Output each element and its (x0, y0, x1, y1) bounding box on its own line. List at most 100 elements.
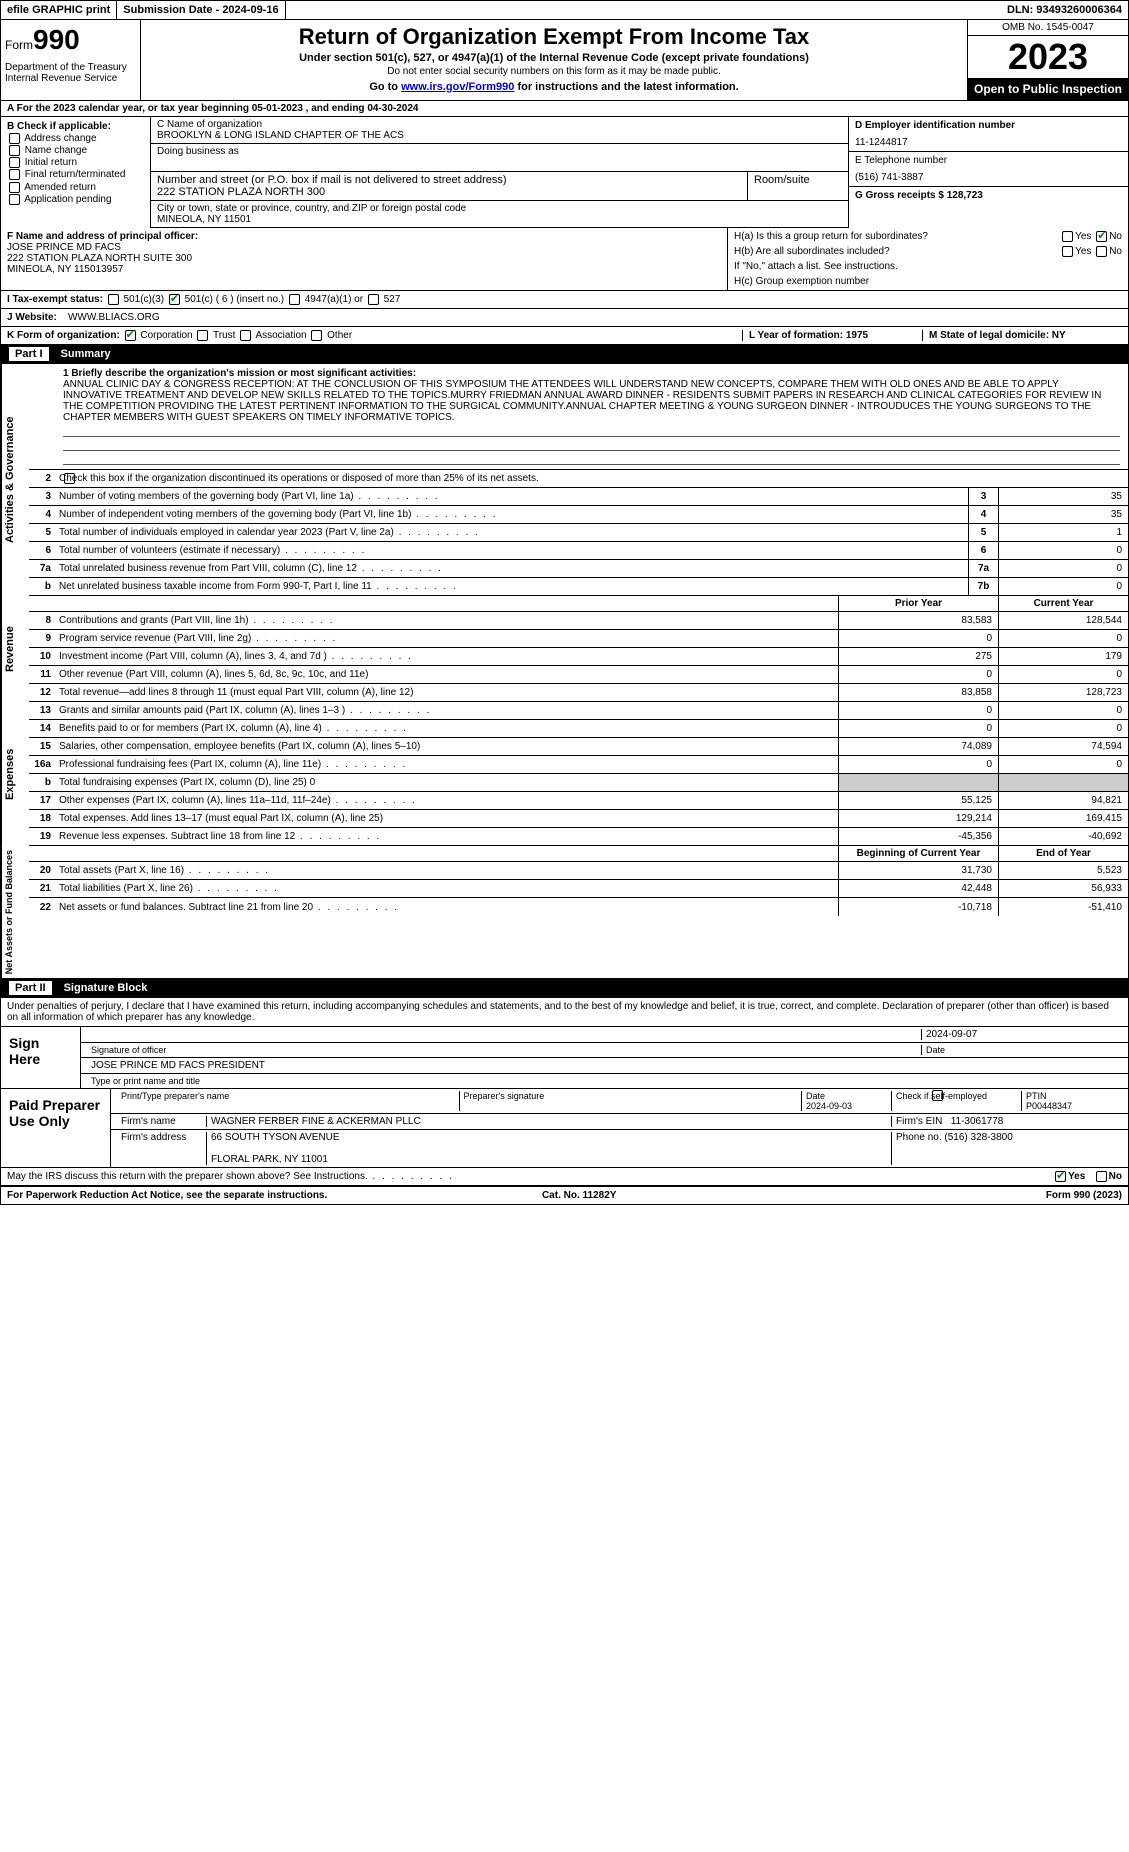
form-word: Form (5, 38, 33, 52)
line15: Salaries, other compensation, employee b… (55, 739, 838, 754)
footer: For Paperwork Reduction Act Notice, see … (0, 1186, 1129, 1205)
tab-net: Net Assets or Fund Balances (1, 846, 29, 978)
hdr-prior-year: Prior Year (838, 596, 998, 611)
line4: Number of independent voting members of … (55, 507, 968, 522)
org-name-label: C Name of organization (157, 119, 842, 130)
year-formation: L Year of formation: 1975 (749, 330, 868, 341)
line3: Number of voting members of the governin… (55, 489, 968, 504)
ha-no[interactable] (1096, 231, 1107, 242)
line6: Total number of volunteers (estimate if … (55, 543, 968, 558)
form-title: Return of Organization Exempt From Incom… (149, 24, 959, 50)
row-f: F Name and address of principal officer:… (0, 228, 1129, 291)
row-klm: K Form of organization: Corporation Trus… (0, 327, 1129, 345)
firm-addr-label: Firm's address (117, 1132, 207, 1165)
footer-mid: Cat. No. 11282Y (542, 1190, 616, 1201)
val7b: 0 (998, 578, 1128, 595)
cb-trust[interactable] (197, 330, 208, 341)
line16b: Total fundraising expenses (Part IX, col… (55, 775, 838, 790)
prep-name-hdr: Print/Type preparer's name (117, 1091, 460, 1111)
checkbox-app-pending[interactable] (9, 194, 20, 205)
col-d: D Employer identification number 11-12448… (848, 117, 1128, 228)
hb-yes[interactable] (1062, 246, 1073, 257)
ein-label: D Employer identification number (855, 120, 1015, 131)
hb-no[interactable] (1096, 246, 1107, 257)
summary-rev: Revenue Prior YearCurrent Year 8Contribu… (0, 596, 1129, 702)
cb-self-employed[interactable] (932, 1090, 943, 1101)
summary-exp: Expenses 13Grants and similar amounts pa… (0, 702, 1129, 846)
state-domicile: M State of legal domicile: NY (929, 330, 1066, 341)
cb-corp[interactable] (125, 330, 136, 341)
perjury-text: Under penalties of perjury, I declare th… (0, 998, 1129, 1027)
form-subtitle: Under section 501(c), 527, or 4947(a)(1)… (149, 52, 959, 64)
hdr-beg-year: Beginning of Current Year (838, 846, 998, 861)
checkbox-name-change[interactable] (9, 145, 20, 156)
line17: Other expenses (Part IX, column (A), lin… (55, 793, 838, 808)
h-note: If "No," attach a list. See instructions… (734, 261, 1122, 272)
ha-yes[interactable] (1062, 231, 1073, 242)
officer-label: F Name and address of principal officer: (7, 231, 198, 242)
line7a: Total unrelated business revenue from Pa… (55, 561, 968, 576)
line7b: Net unrelated business taxable income fr… (55, 579, 968, 594)
ein: 11-1244817 (855, 137, 1122, 148)
room-label: Room/suite (748, 172, 848, 200)
mission-text: ANNUAL CLINIC DAY & CONGRESS RECEPTION: … (63, 379, 1120, 423)
prep-sig-hdr: Preparer's signature (460, 1091, 803, 1111)
checkbox-address-change[interactable] (9, 133, 20, 144)
line18: Total expenses. Add lines 13–17 (must eq… (55, 811, 838, 826)
cb-501c3[interactable] (108, 294, 119, 305)
tab-revenue: Revenue (1, 596, 29, 702)
line13: Grants and similar amounts paid (Part IX… (55, 703, 838, 718)
hb-label: H(b) Are all subordinates included? (734, 246, 890, 257)
officer-addr2: MINEOLA, NY 115013957 (7, 264, 721, 275)
col-c: C Name of organizationBROOKLYN & LONG IS… (151, 117, 848, 228)
street: 222 STATION PLAZA NORTH 300 (157, 186, 741, 198)
part2-header: Part IISignature Block (0, 979, 1129, 998)
hdr-end-year: End of Year (998, 846, 1128, 861)
firm-addr2: FLORAL PARK, NY 11001 (211, 1154, 328, 1165)
cb-assoc[interactable] (240, 330, 251, 341)
checkbox-final-return[interactable] (9, 169, 20, 180)
gross-receipts: G Gross receipts $ 128,723 (855, 190, 983, 201)
row-i: I Tax-exempt status: 501(c)(3) 501(c) ( … (0, 291, 1129, 309)
tab-expenses: Expenses (1, 702, 29, 846)
top-bar: efile GRAPHIC print Submission Date - 20… (0, 0, 1129, 20)
omb-number: OMB No. 1545-0047 (968, 20, 1128, 36)
val6: 0 (998, 542, 1128, 559)
line8: Contributions and grants (Part VIII, lin… (55, 613, 838, 628)
cb-527[interactable] (368, 294, 379, 305)
line10: Investment income (Part VIII, column (A)… (55, 649, 838, 664)
cb-other[interactable] (311, 330, 322, 341)
paid-preparer: Paid Preparer Use Only Print/Type prepar… (0, 1089, 1129, 1168)
discuss-yes[interactable] (1055, 1171, 1066, 1182)
firm-ein: 11-3061778 (951, 1116, 1004, 1127)
summary-ag: Activities & Governance 1 Briefly descri… (0, 364, 1129, 596)
irs-link[interactable]: www.irs.gov/Form990 (401, 81, 514, 93)
cb-4947[interactable] (289, 294, 300, 305)
val7a: 0 (998, 560, 1128, 577)
line20: Total assets (Part X, line 16) (55, 863, 838, 878)
tax-year: 2023 (968, 36, 1128, 78)
line9: Program service revenue (Part VIII, line… (55, 631, 838, 646)
discuss-row: May the IRS discuss this return with the… (0, 1168, 1129, 1186)
dept-label: Department of the Treasury Internal Reve… (5, 62, 136, 84)
block-bcd: B Check if applicable: Address change Na… (0, 117, 1129, 228)
row-a: A For the 2023 calendar year, or tax yea… (0, 101, 1129, 117)
city: MINEOLA, NY 11501 (157, 214, 842, 225)
form-link-row: Go to www.irs.gov/Form990 for instructio… (149, 81, 959, 93)
tab-activities: Activities & Governance (1, 364, 29, 596)
officer-addr1: 222 STATION PLAZA NORTH SUITE 300 (7, 253, 721, 264)
checkbox-initial-return[interactable] (9, 157, 20, 168)
checkbox-amended[interactable] (9, 182, 20, 193)
dln: DLN: 93493260006364 (1001, 1, 1128, 19)
cb-501c[interactable] (169, 294, 180, 305)
discuss-no[interactable] (1096, 1171, 1107, 1182)
officer-name: JOSE PRINCE MD FACS (7, 242, 721, 253)
hc-label: H(c) Group exemption number (734, 276, 1122, 287)
cb-line2[interactable] (64, 473, 75, 484)
sign-date: 2024-09-07 (922, 1029, 1122, 1040)
line11: Other revenue (Part VIII, column (A), li… (55, 667, 838, 682)
form-note: Do not enter social security numbers on … (149, 66, 959, 77)
prep-date: 2024-09-03 (806, 1101, 852, 1111)
sig-officer-label: Signature of officer (87, 1045, 922, 1055)
prep-label: Paid Preparer Use Only (1, 1089, 111, 1167)
